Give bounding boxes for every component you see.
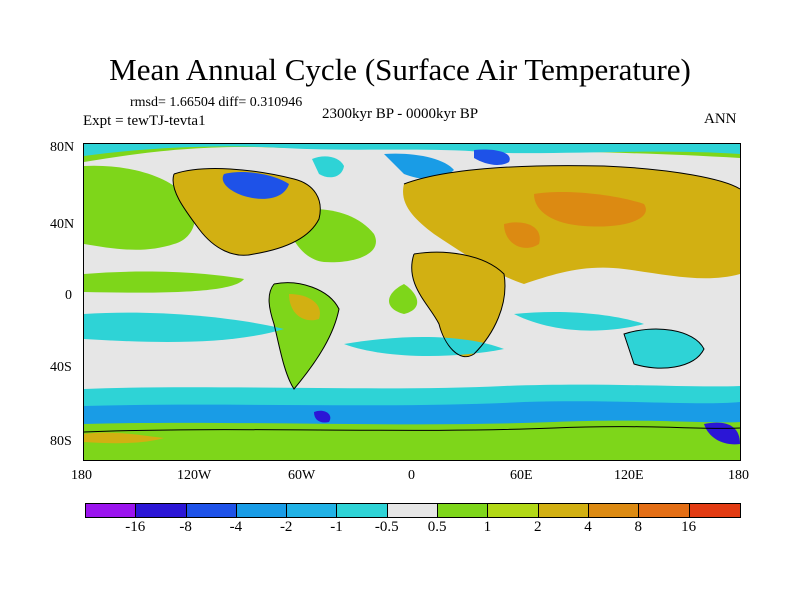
map-field	[84, 144, 740, 460]
lat-label: 0	[65, 288, 72, 303]
lon-label: 120E	[614, 468, 644, 483]
experiment-label: Expt = tewTJ-tevta1	[83, 113, 206, 129]
colorbar-tick-label: 0.5	[427, 519, 447, 535]
colorbar-tick-label: 4	[584, 519, 592, 535]
colorbar-swatch	[588, 504, 640, 517]
lat-label: 40S	[50, 360, 72, 375]
period-label: 2300kyr BP - 0000kyr BP	[322, 106, 479, 122]
map-title: Mean Annual Cycle (Surface Air Temperatu…	[109, 52, 691, 87]
colorbar-tick-label: 8	[634, 519, 643, 535]
colorbar	[85, 503, 741, 518]
lon-label: 0	[408, 468, 415, 483]
lon-label: 180	[71, 468, 92, 483]
colorbar-tick-label: -2	[279, 519, 293, 535]
colorbar-swatch	[488, 504, 539, 517]
stats-text: rmsd= 1.66504 diff= 0.310946	[130, 95, 303, 110]
colorbar-tick-label: -8	[179, 519, 192, 535]
lon-label: 180	[728, 468, 749, 483]
colorbar-swatch	[287, 504, 338, 517]
colorbar-tick-label: 1	[483, 519, 492, 535]
colorbar-tick-label: -0.5	[374, 519, 399, 535]
lon-label: 120W	[177, 468, 212, 483]
lon-label: 60E	[510, 468, 533, 483]
colorbar-tick-label: 16	[681, 519, 697, 535]
lat-label: 80S	[50, 434, 72, 449]
season-label: ANN	[704, 111, 737, 127]
colorbar-tick-label: -1	[330, 519, 343, 535]
colorbar-swatch	[236, 504, 288, 517]
colorbar-swatch	[689, 504, 740, 517]
lon-label: 60W	[288, 468, 316, 483]
lat-label: 40N	[50, 217, 75, 232]
colorbar-tick-label: -16	[125, 519, 146, 535]
colorbar-swatch	[438, 504, 489, 517]
colorbar-swatch	[86, 504, 137, 517]
colorbar-tick-label: -4	[229, 519, 243, 535]
lat-label: 80N	[50, 140, 75, 155]
temperature-map	[83, 143, 741, 461]
colorbar-swatch	[387, 504, 439, 517]
colorbar-swatch	[639, 504, 690, 517]
colorbar-tick-label: 2	[533, 519, 542, 535]
colorbar-swatch	[538, 504, 589, 517]
colorbar-swatch	[186, 504, 237, 517]
colorbar-swatch	[136, 504, 187, 517]
colorbar-swatch	[337, 504, 388, 517]
